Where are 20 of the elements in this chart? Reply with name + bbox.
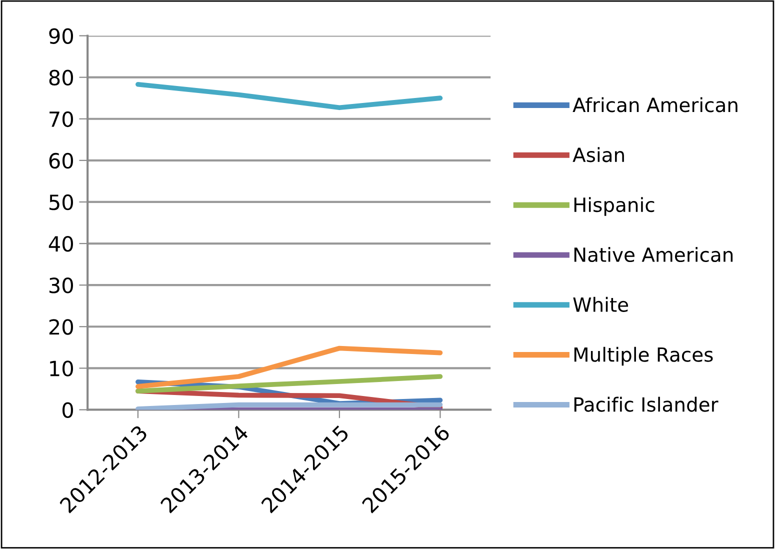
line-series [136,82,443,110]
y-tick-label: 30 [49,278,73,294]
y-tick-label: 60 [49,152,73,169]
legend-label: Asian [572,147,624,162]
y-tick-label: 10 [50,360,73,376]
legend-label: Hispanic [574,197,654,216]
legend-label: Multiple Races [574,346,713,366]
legend-label: Native American [574,247,733,262]
legend-label: African American [572,97,738,112]
line-series [136,346,443,389]
legend-label: White [573,296,628,312]
y-tick-label: 20 [49,319,73,335]
y-tick-label: 40 [48,236,73,252]
line-series [136,374,443,394]
y-tick-label: 90 [49,28,73,44]
y-tick-label: 80 [49,70,73,86]
legend-label: Pacific Islander [574,396,718,412]
y-tick-label: 0 [62,402,73,418]
y-tick-label: 50 [49,194,73,210]
y-tick-label: 70 [50,111,73,128]
